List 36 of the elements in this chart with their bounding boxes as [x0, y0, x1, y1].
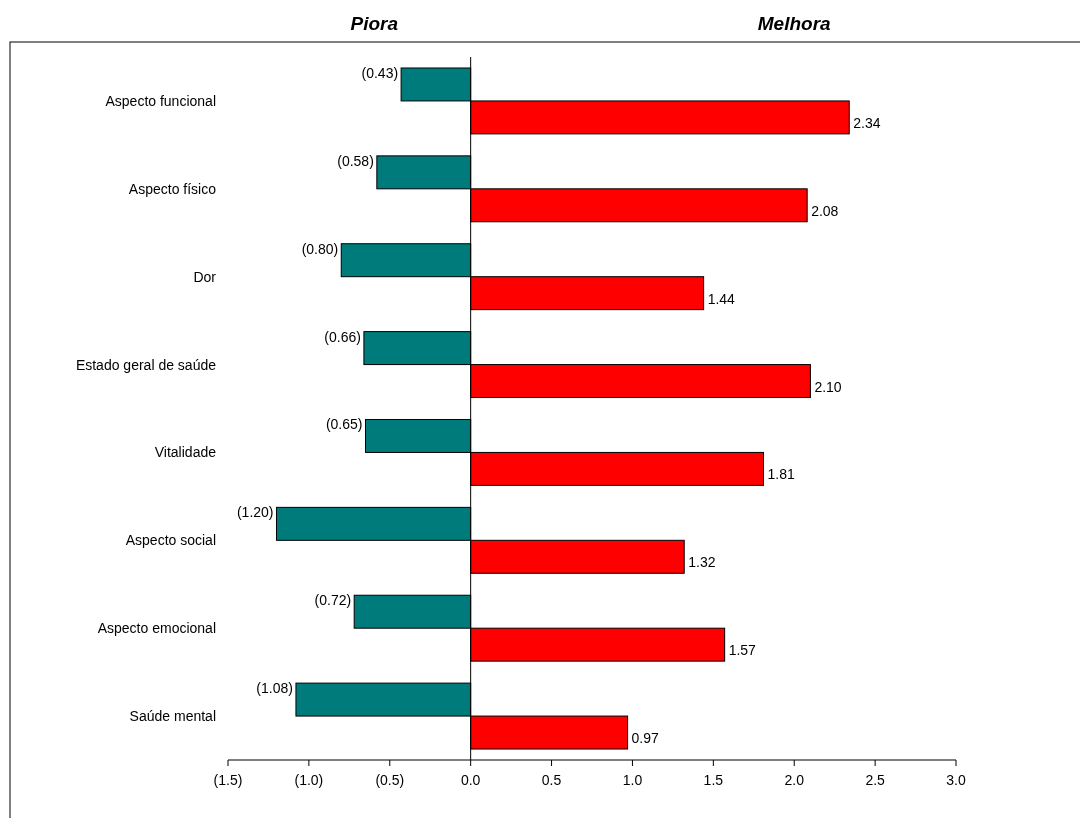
data-label: 2.08 [811, 202, 839, 219]
x-tick-label: 0.5 [541, 772, 562, 788]
data-label: (0.72) [314, 592, 352, 609]
y-tick-label: Aspecto funcional [105, 92, 216, 109]
y-tick-label: Estado geral de saúde [75, 356, 217, 373]
data-label: (0.66) [324, 328, 361, 345]
x-tick-label: (1.0) [294, 772, 324, 788]
x-tick-label: 2.5 [865, 772, 886, 788]
y-tick-label: Aspecto emocional [97, 620, 216, 637]
y-tick-label: Aspecto social [125, 532, 216, 549]
data-label: 1.81 [767, 466, 795, 483]
data-label: 2.34 [853, 114, 881, 131]
x-tick-label: 0.0 [460, 772, 481, 788]
x-tick-label: 1.5 [703, 772, 724, 788]
data-label: 1.32 [688, 554, 716, 571]
data-label: (0.65) [325, 416, 363, 433]
data-label: 1.57 [728, 642, 757, 659]
data-label: 2.10 [814, 378, 842, 395]
y-tick-label: Aspecto físico [128, 180, 217, 197]
text: Piora [350, 13, 399, 34]
data-label: (1.20) [236, 504, 274, 521]
x-tick-label: 2.0 [784, 772, 805, 788]
x-tick-label: (1.5) [213, 772, 243, 788]
text: Melhora [757, 13, 832, 34]
y-tick-label: Vitalidade [154, 444, 217, 461]
data-label: (0.58) [337, 152, 374, 169]
y-tick-label: Dor [193, 268, 217, 285]
data-label: (0.43) [361, 64, 399, 81]
data-label: (0.80) [301, 240, 339, 257]
data-label: 0.97 [631, 730, 660, 747]
x-tick-label: 3.0 [946, 772, 966, 788]
data-label: 1.44 [707, 290, 736, 307]
y-tick-label: Saúde mental [129, 708, 216, 725]
x-tick-label: (0.5) [375, 772, 405, 788]
x-tick-label: 1.0 [622, 772, 643, 788]
data-label: (1.08) [256, 680, 293, 697]
